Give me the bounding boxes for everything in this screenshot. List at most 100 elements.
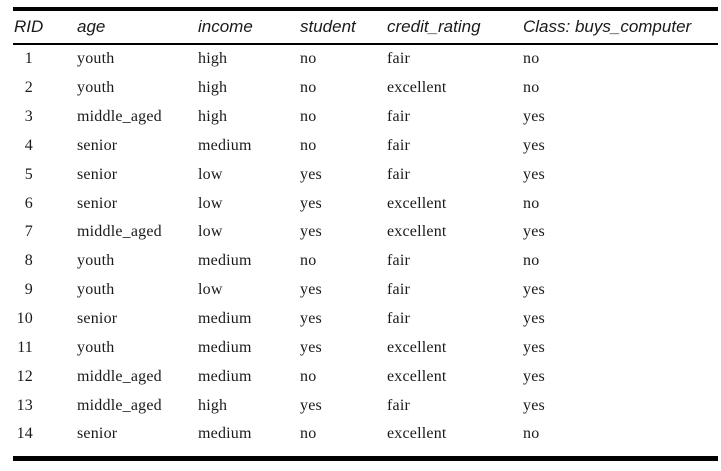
cell-rid: 2 bbox=[24, 79, 33, 97]
column-header-income: income bbox=[198, 11, 300, 45]
column-header-student: student bbox=[300, 11, 387, 45]
table-row: 8 youth medium no fair no bbox=[13, 247, 718, 276]
cell-credit_rating: excellent bbox=[387, 367, 447, 385]
cell-age: senior bbox=[77, 165, 118, 183]
cell-class: no bbox=[523, 194, 540, 212]
cell-class: yes bbox=[523, 338, 545, 356]
cell-age: youth bbox=[77, 252, 115, 270]
cell-age: youth bbox=[77, 50, 115, 68]
table-row: 6 senior low yes excellent no bbox=[13, 189, 718, 218]
cell-credit_rating: fair bbox=[387, 396, 411, 414]
table-row: 5 senior low yes fair yes bbox=[13, 160, 718, 189]
cell-student: yes bbox=[300, 281, 322, 299]
cell-income: low bbox=[198, 194, 223, 212]
column-header-class: Class: buys_computer bbox=[523, 11, 718, 45]
cell-age: senior bbox=[77, 136, 118, 154]
cell-student: yes bbox=[300, 223, 322, 241]
cell-age: senior bbox=[77, 425, 118, 443]
cell-class: yes bbox=[523, 165, 545, 183]
cell-class: yes bbox=[523, 223, 545, 241]
cell-income: high bbox=[198, 396, 228, 414]
buys-computer-dataset-table: RID age income student credit_rating Class: b… bbox=[13, 11, 718, 449]
table-row: 4 senior medium no fair yes bbox=[13, 132, 718, 161]
cell-credit_rating: excellent bbox=[387, 194, 447, 212]
cell-income: medium bbox=[198, 252, 252, 270]
cell-student: yes bbox=[300, 396, 322, 414]
cell-credit_rating: fair bbox=[387, 165, 411, 183]
table-header: RID age income student credit_rating Class: b… bbox=[13, 11, 718, 45]
cell-class: yes bbox=[523, 367, 545, 385]
cell-age: middle_aged bbox=[77, 108, 162, 126]
table-row: 9 youth low yes fair yes bbox=[13, 276, 718, 305]
cell-class: yes bbox=[523, 281, 545, 299]
cell-credit_rating: excellent bbox=[387, 223, 447, 241]
cell-income: high bbox=[198, 79, 228, 97]
cell-student: no bbox=[300, 50, 317, 68]
cell-income: low bbox=[198, 165, 223, 183]
cell-rid: 4 bbox=[24, 136, 33, 154]
cell-age: youth bbox=[77, 79, 115, 97]
cell-income: medium bbox=[198, 338, 252, 356]
cell-student: yes bbox=[300, 165, 322, 183]
cell-class: no bbox=[523, 425, 540, 443]
cell-student: yes bbox=[300, 310, 322, 328]
cell-class: no bbox=[523, 79, 540, 97]
cell-credit_rating: fair bbox=[387, 252, 411, 270]
cell-credit_rating: excellent bbox=[387, 338, 447, 356]
cell-rid: 5 bbox=[24, 165, 33, 183]
cell-rid: 1 bbox=[24, 50, 33, 68]
column-header-credit_rating: credit_rating bbox=[387, 11, 523, 45]
cell-student: yes bbox=[300, 194, 322, 212]
cell-student: no bbox=[300, 425, 317, 443]
cell-age: middle_aged bbox=[77, 367, 162, 385]
cell-rid: 6 bbox=[24, 194, 33, 212]
table-row: 14 senior medium no excellent no bbox=[13, 420, 718, 449]
cell-credit_rating: excellent bbox=[387, 425, 447, 443]
cell-income: low bbox=[198, 281, 223, 299]
cell-student: no bbox=[300, 108, 317, 126]
cell-credit_rating: fair bbox=[387, 310, 411, 328]
table-body: 1 youth high no fair no 2 youth high no excellent n… bbox=[13, 44, 718, 449]
table-row: 10 senior medium yes fair yes bbox=[13, 305, 718, 334]
header-row: RID age income student credit_rating Class: b… bbox=[13, 11, 718, 45]
cell-income: high bbox=[198, 108, 228, 126]
cell-class: yes bbox=[523, 396, 545, 414]
cell-income: medium bbox=[198, 367, 252, 385]
cell-student: no bbox=[300, 367, 317, 385]
cell-class: yes bbox=[523, 310, 545, 328]
column-header-age: age bbox=[77, 11, 198, 45]
cell-credit_rating: excellent bbox=[387, 79, 447, 97]
cell-income: medium bbox=[198, 310, 252, 328]
cell-age: youth bbox=[77, 281, 115, 299]
cell-class: yes bbox=[523, 136, 545, 154]
cell-student: no bbox=[300, 252, 317, 270]
cell-rid: 7 bbox=[24, 223, 33, 241]
cell-age: middle_aged bbox=[77, 223, 162, 241]
table-row: 2 youth high no excellent no bbox=[13, 74, 718, 103]
table-row: 7 middle_aged low yes excellent yes bbox=[13, 218, 718, 247]
table-row: 3 middle_aged high no fair yes bbox=[13, 103, 718, 132]
cell-student: no bbox=[300, 136, 317, 154]
cell-rid: 9 bbox=[24, 281, 33, 299]
table-row: 11 youth medium yes excellent yes bbox=[13, 333, 718, 362]
cell-class: no bbox=[523, 252, 540, 270]
cell-income: high bbox=[198, 50, 228, 68]
cell-age: youth bbox=[77, 338, 115, 356]
cell-credit_rating: fair bbox=[387, 50, 411, 68]
cell-rid: 8 bbox=[24, 252, 33, 270]
cell-rid: 12 bbox=[16, 367, 33, 385]
cell-student: yes bbox=[300, 338, 322, 356]
cell-rid: 3 bbox=[24, 108, 33, 126]
cell-income: medium bbox=[198, 136, 252, 154]
cell-credit_rating: fair bbox=[387, 108, 411, 126]
cell-rid: 14 bbox=[16, 425, 33, 443]
table-row: 12 middle_aged medium no excellent yes bbox=[13, 362, 718, 391]
cell-class: no bbox=[523, 50, 540, 68]
cell-age: senior bbox=[77, 310, 118, 328]
cell-credit_rating: fair bbox=[387, 281, 411, 299]
cell-rid: 13 bbox=[16, 396, 33, 414]
cell-rid: 11 bbox=[17, 338, 33, 356]
cell-student: no bbox=[300, 79, 317, 97]
cell-rid: 10 bbox=[16, 310, 33, 328]
